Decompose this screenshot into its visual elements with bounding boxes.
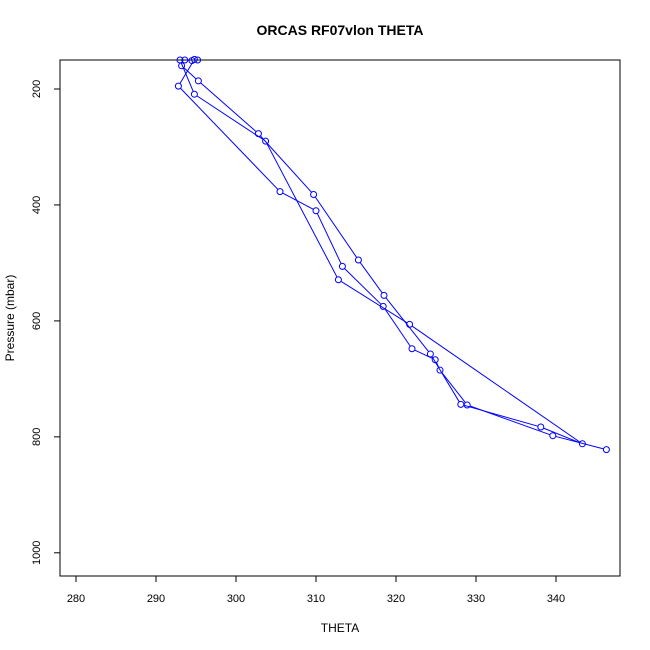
series-line-segment <box>431 356 460 403</box>
data-point <box>310 191 318 199</box>
data-point <box>578 440 586 448</box>
series-line-segment <box>359 262 383 294</box>
data-point <box>254 130 262 138</box>
series-line-segment <box>411 325 581 443</box>
series-line-segment <box>441 372 466 403</box>
data-point <box>436 366 444 374</box>
series-line-segment <box>180 87 279 190</box>
series-line-segment <box>316 213 342 264</box>
y-axis: 200 400 600 800 1000 <box>31 80 60 565</box>
data-point <box>262 137 270 145</box>
series-line-segment <box>180 62 194 92</box>
x-tick-label: 310 <box>307 593 325 605</box>
series-layer <box>174 55 610 454</box>
data-point <box>537 423 545 431</box>
series-line-segment <box>543 427 580 444</box>
data-point <box>194 77 202 85</box>
x-tick-label: 320 <box>387 593 405 605</box>
y-tick-label: 400 <box>31 196 43 214</box>
series-line-segment <box>314 196 358 258</box>
x-tick-label: 300 <box>227 593 245 605</box>
series-line-segment <box>200 82 257 133</box>
series-line-segment <box>260 135 312 193</box>
data-point <box>188 57 196 65</box>
data-point <box>426 350 434 358</box>
data-point <box>276 188 284 196</box>
series-line-segment <box>282 192 314 210</box>
data-point <box>457 400 465 408</box>
chart-title: ORCAS RF07vlon THETA <box>257 22 424 38</box>
y-tick-label: 200 <box>31 80 43 98</box>
data-point <box>380 291 388 299</box>
series-line-segment <box>385 297 429 352</box>
data-point <box>408 345 416 353</box>
y-tick-label: 1000 <box>31 541 43 565</box>
data-point <box>463 401 471 409</box>
series-line-segment <box>384 308 411 347</box>
data-point <box>181 56 189 64</box>
data-point <box>174 82 182 90</box>
x-tick-label: 280 <box>67 593 85 605</box>
x-axis: 280 290 300 310 320 330 340 <box>67 576 565 605</box>
y-tick-label: 600 <box>31 312 43 330</box>
data-point <box>312 207 320 215</box>
data-point <box>176 56 184 64</box>
data-point <box>602 446 610 454</box>
plot-frame <box>59 59 621 577</box>
series-line-segment <box>183 67 197 80</box>
series-line-segment <box>344 268 382 305</box>
y-axis-label: Pressure (mbar) <box>3 275 17 362</box>
series-line-segment <box>266 143 338 278</box>
x-axis-label: THETA <box>321 621 359 635</box>
series-line-segment <box>179 61 194 84</box>
x-tick-label: 330 <box>467 593 485 605</box>
data-point <box>338 262 346 270</box>
series-line-segment <box>463 404 539 427</box>
data-point <box>549 432 557 440</box>
series-line-segment <box>340 280 408 324</box>
data-point <box>431 356 439 364</box>
x-tick-label: 290 <box>147 593 165 605</box>
data-point <box>334 276 342 284</box>
y-tick-label: 800 <box>31 428 43 446</box>
data-point <box>354 256 362 264</box>
x-tick-label: 340 <box>547 593 565 605</box>
data-point <box>379 302 387 310</box>
data-point <box>190 90 198 98</box>
series-line-segment <box>196 95 264 140</box>
data-point <box>406 320 414 328</box>
